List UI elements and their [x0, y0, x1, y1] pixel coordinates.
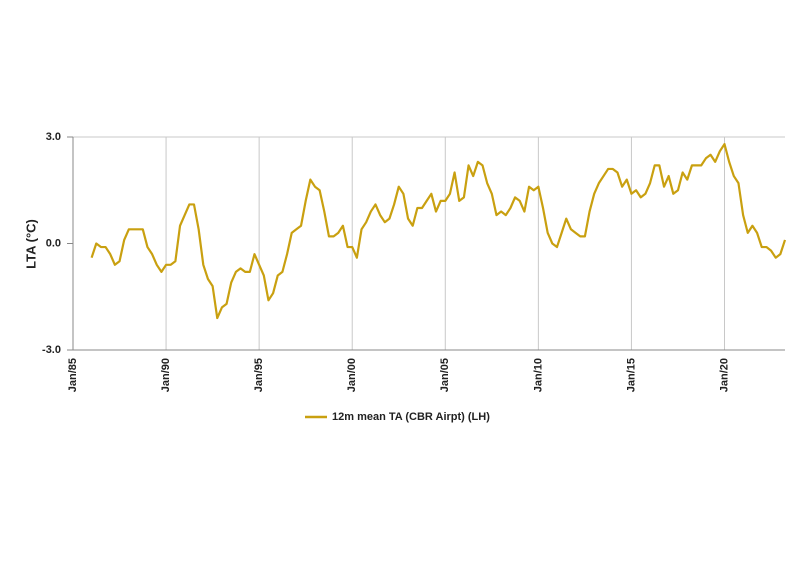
x-tick-label: Jan/20	[718, 358, 730, 392]
x-tick-label: Jan/15	[625, 358, 637, 392]
x-tick-label: Jan/05	[439, 358, 451, 392]
x-tick-label: Jan/85	[67, 358, 79, 392]
y-tick-label: -3.0	[42, 344, 61, 356]
x-tick-label: Jan/10	[532, 358, 544, 392]
x-tick-label: Jan/00	[346, 358, 358, 392]
x-tick-label: Jan/90	[160, 358, 172, 392]
data-line	[90, 143, 787, 320]
x-tick-label: Jan/95	[253, 358, 265, 392]
legend-label: 12m mean TA (CBR Airpt) (LH)	[332, 411, 490, 423]
y-tick-label: 0.0	[46, 237, 61, 249]
y-tick-label: 3.0	[46, 131, 61, 143]
y-axis-label: LTA (°C)	[23, 219, 38, 269]
